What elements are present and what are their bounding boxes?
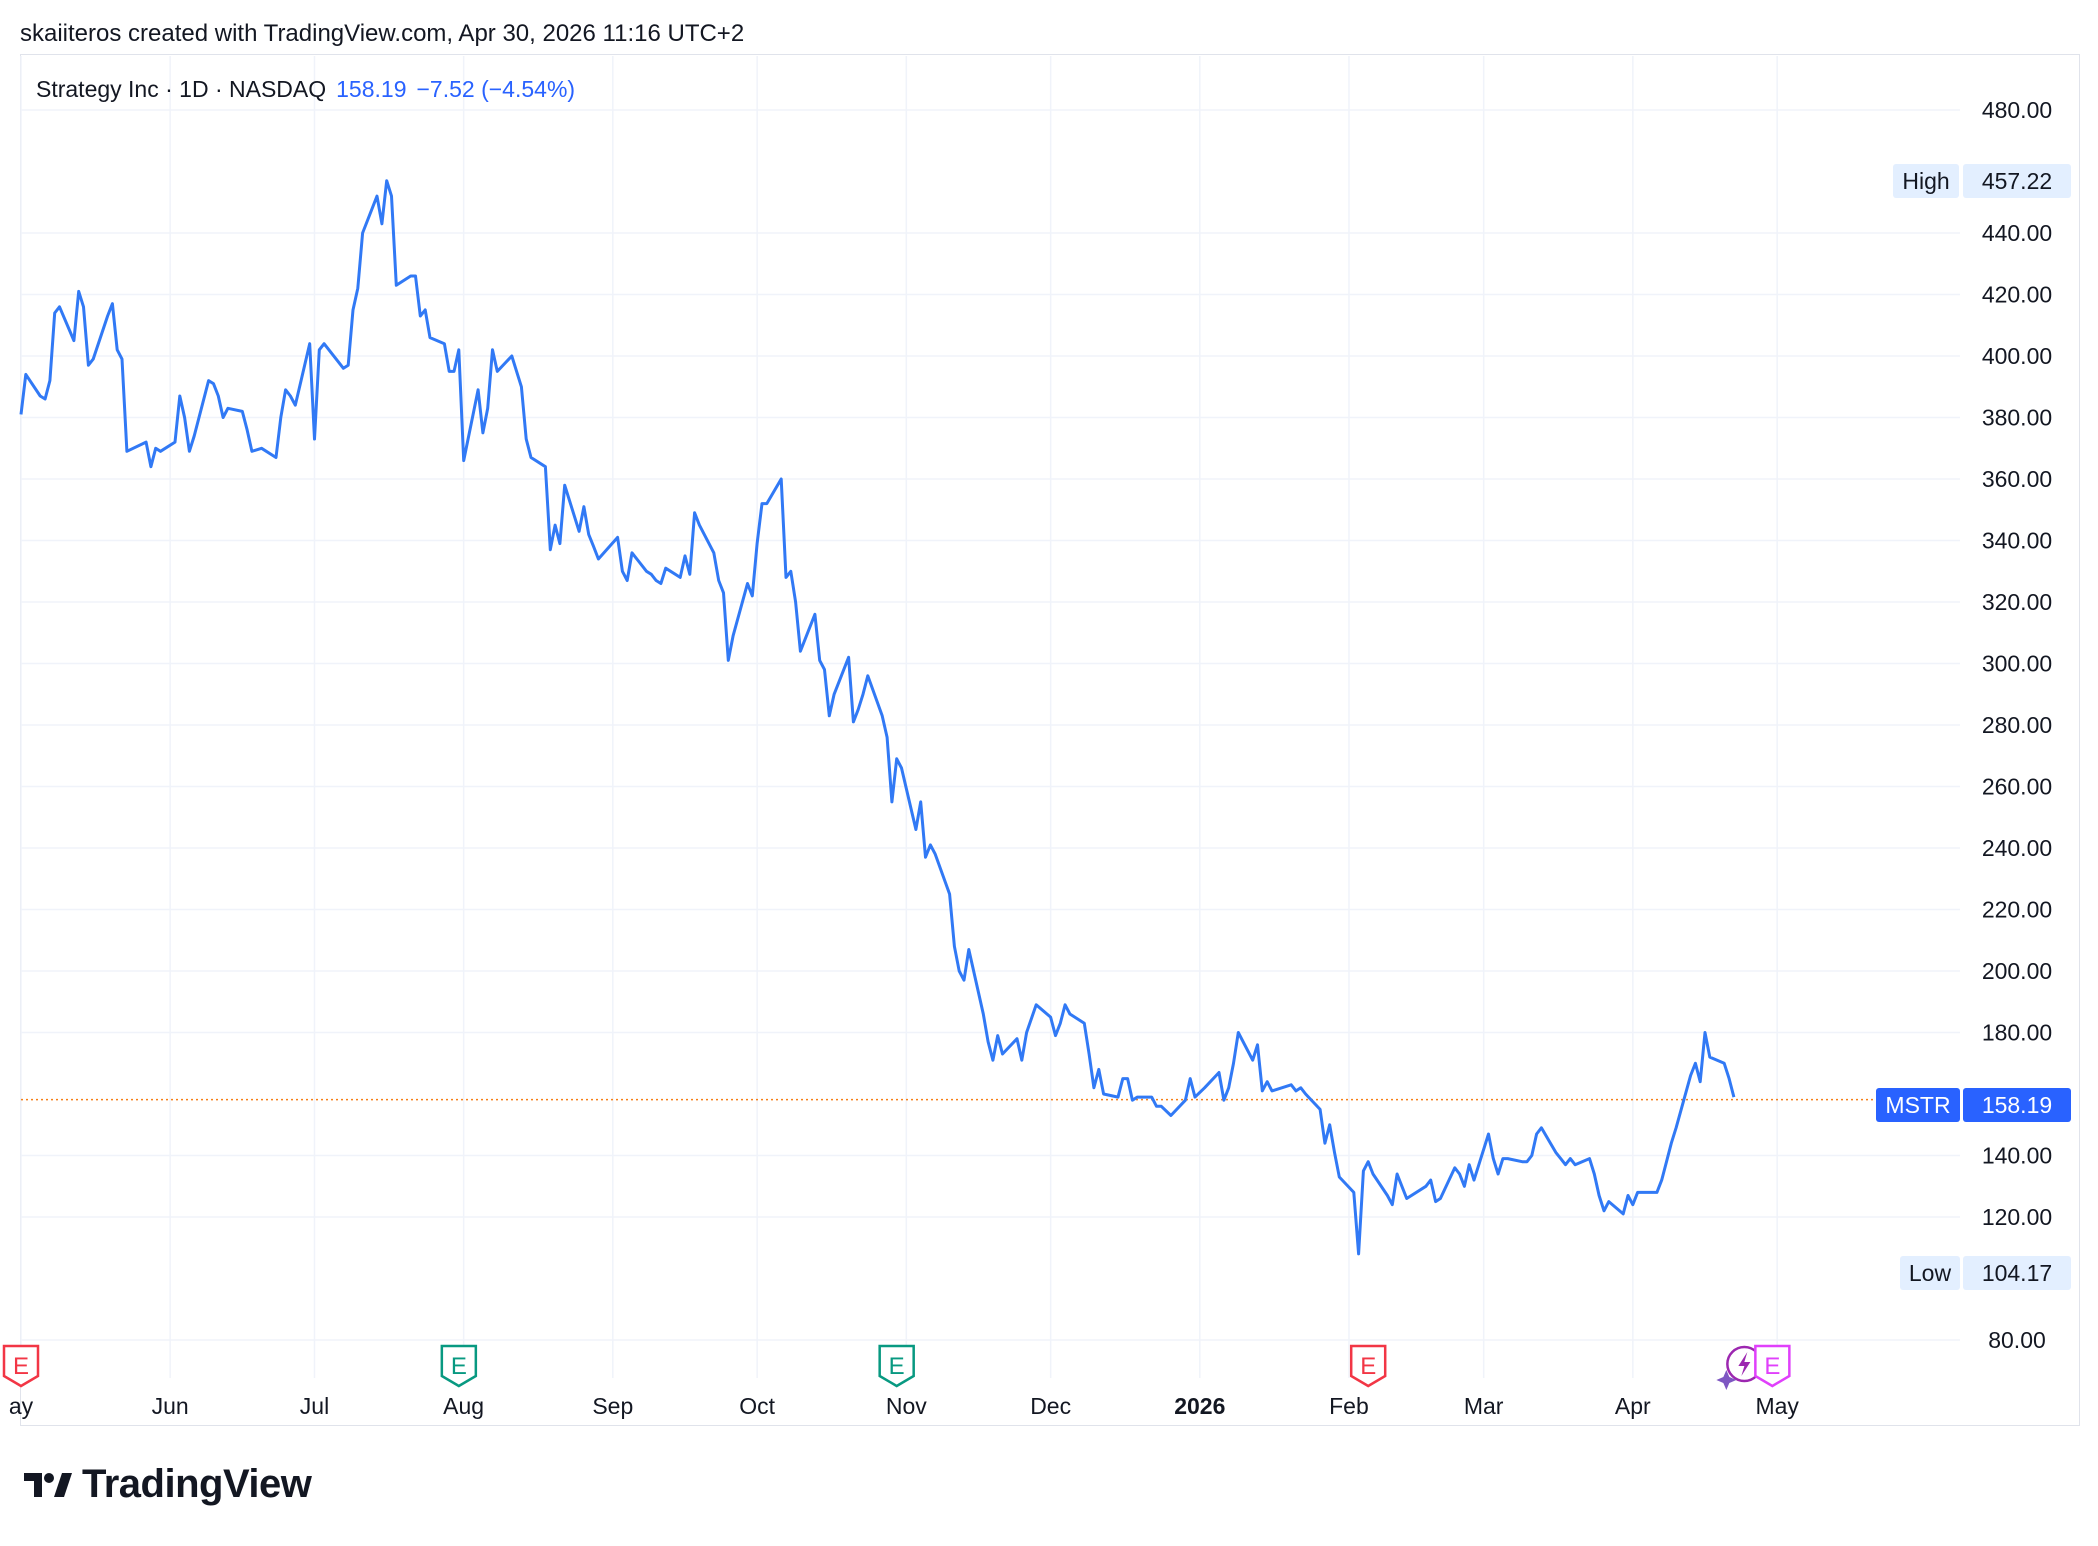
y-tick-label: 320.00 <box>1982 589 2052 615</box>
y-tick-label: 220.00 <box>1982 897 2052 923</box>
last-price-value: 158.19 <box>1982 1092 2052 1118</box>
legend-change: −7.52 (−4.54%) <box>416 76 576 102</box>
low-value: 104.17 <box>1982 1260 2052 1286</box>
y-tick-label: 80.00 <box>1988 1327 2046 1353</box>
x-tick-label: 2026 <box>1174 1393 1225 1419</box>
x-axis: ay Jun Jul Aug Sep Oct Nov Dec 2026 Feb Mar Apr May <box>9 1393 1800 1419</box>
x-tick-label: Mar <box>1464 1393 1504 1419</box>
y-tick-label: 280.00 <box>1982 712 2052 738</box>
x-tick-label: Jun <box>152 1393 189 1419</box>
tradingview-logo-icon <box>24 1472 72 1497</box>
y-tick-label: 260.00 <box>1982 774 2052 800</box>
tradingview-logo[interactable]: TradingView <box>24 1462 312 1507</box>
earnings-event-marker[interactable]: E <box>878 1344 915 1388</box>
earnings-event-label: E <box>889 1353 905 1380</box>
y-tick-label: 360.00 <box>1982 466 2052 492</box>
y-tick-label: 380.00 <box>1982 405 2052 431</box>
earnings-event-label: E <box>1764 1353 1780 1380</box>
earnings-event-label: E <box>451 1353 467 1380</box>
x-tick-label: Aug <box>443 1393 484 1419</box>
earnings-event-marker[interactable]: E <box>2 1344 40 1388</box>
y-tick-label: 300.00 <box>1982 651 2052 677</box>
earnings-event-marker[interactable]: E <box>1349 1344 1387 1388</box>
earnings-event-label: E <box>13 1353 29 1380</box>
y-tick-label: 200.00 <box>1982 958 2052 984</box>
y-tick-label: 400.00 <box>1982 343 2052 369</box>
earnings-event-marker[interactable]: E <box>1754 1344 1791 1388</box>
earnings-event-marker[interactable]: E <box>440 1344 478 1388</box>
high-label: High <box>1902 168 1949 194</box>
y-tick-label: 180.00 <box>1982 1020 2052 1046</box>
logo-text: TradingView <box>82 1462 312 1506</box>
price-badges: High 457.22 Low 104.17 MSTR 158.19 <box>1876 164 2071 1290</box>
symbol-label: MSTR <box>1885 1092 1950 1118</box>
y-tick-label: 120.00 <box>1982 1204 2052 1230</box>
x-tick-label: Oct <box>739 1393 775 1419</box>
low-label-box <box>1900 1256 1960 1290</box>
high-value: 457.22 <box>1982 168 2052 194</box>
x-tick-label: Feb <box>1329 1393 1369 1419</box>
earnings-event-label: E <box>1360 1353 1376 1380</box>
x-tick-label: Sep <box>592 1393 633 1419</box>
x-tick-label: Apr <box>1615 1393 1651 1419</box>
high-label-box <box>1893 164 1959 198</box>
price-series-line <box>19 179 1736 1256</box>
x-tick-label: May <box>1755 1393 1799 1419</box>
x-tick-label: ay <box>9 1393 34 1419</box>
x-tick-label: Dec <box>1030 1393 1071 1419</box>
y-tick-label: 140.00 <box>1982 1143 2052 1169</box>
grid <box>20 56 1960 1378</box>
low-value-box <box>1963 1256 2071 1290</box>
x-tick-label: Nov <box>886 1393 927 1419</box>
symbol-label-box <box>1876 1088 1960 1122</box>
high-value-box <box>1963 164 2071 198</box>
legend-symbol: Strategy Inc · 1D · NASDAQ <box>36 76 327 102</box>
y-tick-label: 340.00 <box>1982 528 2052 554</box>
low-label: Low <box>1909 1260 1952 1286</box>
x-tick-label: Jul <box>300 1393 329 1419</box>
last-price-box <box>1963 1088 2071 1122</box>
chart-legend: Strategy Inc · 1D · NASDAQ 158.19 −7.52 (−… <box>36 76 575 103</box>
legend-last-price: 158.19 <box>336 76 407 102</box>
y-tick-label: 440.00 <box>1982 220 2052 246</box>
attribution-text: skaiiteros created with TradingView.com,… <box>20 20 745 47</box>
y-axis: 480.00 440.00 420.00 400.00 380.00 360.00 340.… <box>1982 97 2052 1353</box>
y-tick-label: 240.00 <box>1982 835 2052 861</box>
y-tick-label: 420.00 <box>1982 282 2052 308</box>
y-tick-label: 480.00 <box>1982 97 2052 123</box>
